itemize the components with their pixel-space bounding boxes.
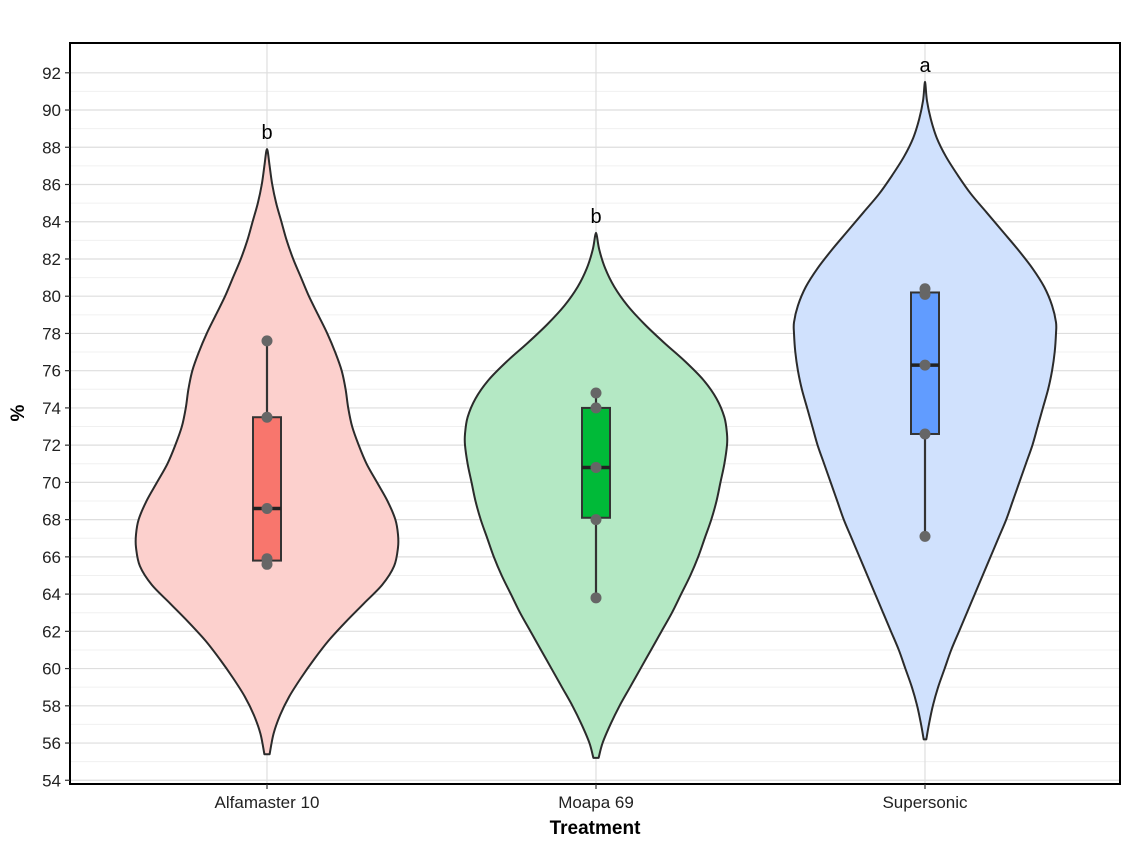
- y-tick-label: 74: [42, 399, 61, 418]
- y-tick-label: 72: [42, 436, 61, 455]
- y-tick-label: 88: [42, 138, 61, 157]
- y-tick-label: 54: [42, 771, 61, 790]
- y-axis-title: %: [8, 404, 29, 421]
- y-tick-label: 78: [42, 324, 61, 343]
- data-point: [261, 335, 273, 347]
- x-tick-label: Moapa 69: [558, 793, 634, 812]
- y-tick-label: 66: [42, 548, 61, 567]
- y-tick-label: 68: [42, 511, 61, 530]
- y-tick-label: 70: [42, 473, 61, 492]
- x-axis-ticks: Alfamaster 10 Moapa 69 Supersonic: [215, 784, 968, 812]
- x-tick-label: Supersonic: [882, 793, 968, 812]
- y-tick-label: 64: [42, 585, 61, 604]
- y-tick-label: 90: [42, 101, 61, 120]
- data-point: [261, 411, 273, 423]
- significance-label: a: [919, 55, 931, 77]
- y-axis-ticks: 54 56 58 60 62 64 66 68 70 72 74 76 78 80 82 84 86 88 90 92: [42, 64, 70, 790]
- data-point: [590, 402, 602, 414]
- data-point: [590, 461, 602, 473]
- y-tick-label: 80: [42, 287, 61, 306]
- significance-label: b: [590, 206, 601, 228]
- data-point: [590, 592, 602, 604]
- y-tick-label: 84: [42, 213, 61, 232]
- x-axis-title: Treatment: [550, 818, 641, 839]
- significance-labels: b b a: [261, 55, 931, 228]
- y-tick-label: 82: [42, 250, 61, 269]
- box-1: [252, 416, 282, 562]
- y-tick-label: 76: [42, 362, 61, 381]
- data-point: [261, 502, 273, 514]
- data-point: [919, 283, 931, 295]
- x-tick-label: Alfamaster 10: [215, 793, 320, 812]
- data-point: [919, 530, 931, 542]
- data-points: [261, 283, 931, 604]
- y-tick-label: 60: [42, 660, 61, 679]
- plot-panel-border: [69, 42, 1121, 785]
- significance-label: b: [261, 122, 272, 144]
- y-tick-label: 92: [42, 64, 61, 83]
- data-point: [919, 428, 931, 440]
- data-point: [919, 359, 931, 371]
- y-tick-label: 56: [42, 734, 61, 753]
- y-tick-label: 86: [42, 175, 61, 194]
- y-tick-label: 62: [42, 622, 61, 641]
- data-point: [590, 514, 602, 526]
- y-tick-label: 58: [42, 697, 61, 716]
- data-point: [590, 387, 602, 399]
- data-point: [261, 553, 273, 565]
